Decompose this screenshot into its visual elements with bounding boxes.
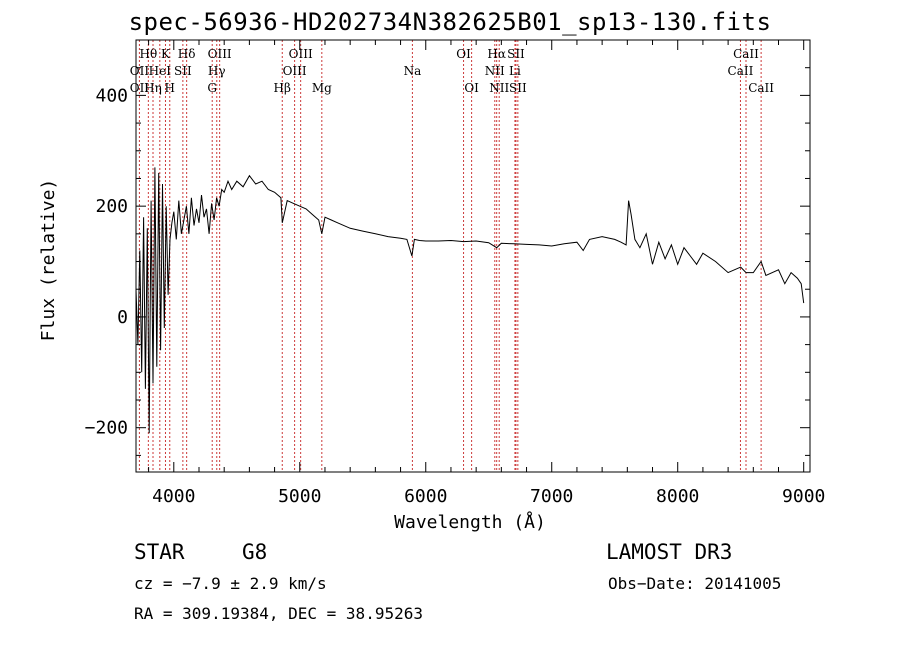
plot-frame — [135, 39, 811, 473]
x-tick-label-1: 5000 — [278, 486, 321, 507]
y-axis-label: Flux (relative) — [38, 179, 59, 342]
line-label-row1-6: Hα — [487, 47, 506, 61]
line-label-row1-2: Hδ — [178, 47, 196, 61]
line-label-row2-1: HeI — [149, 64, 172, 78]
x-tick-label-3: 7000 — [530, 486, 573, 507]
line-label-row3-5: Mg — [312, 81, 332, 95]
line-label-row1-3: OIII — [208, 47, 232, 61]
line-label-row3-3: G — [207, 81, 217, 95]
object-subclass: G8 — [242, 540, 268, 564]
line-label-row1-1: K — [161, 47, 171, 61]
line-label-row1-8: CaII — [733, 47, 759, 61]
line-label-row2-0: OII — [130, 64, 150, 78]
x-tick-label-4: 8000 — [656, 486, 699, 507]
redshift-value: cz = −7.9 ± 2.9 km/s — [134, 574, 327, 593]
line-label-row3-2: H — [165, 81, 175, 95]
line-label-row2-4: OIII — [283, 64, 307, 78]
spectrum-line — [135, 167, 805, 434]
object-class: STAR — [134, 540, 185, 564]
line-label-row3-4: Hβ — [274, 81, 291, 95]
x-axis: 4000 5000 6000 7000 8000 9000 — [148, 40, 825, 507]
line-label-row1-7: SII — [507, 47, 525, 61]
observation-date: Obs−Date: 20141005 — [608, 574, 782, 593]
chart-title: spec-56936-HD202734N382625B01_sp13-130.f… — [128, 8, 772, 36]
line-markers — [138, 40, 762, 472]
survey-name: LAMOST DR3 — [606, 540, 733, 564]
x-tick-label-0: 4000 — [152, 486, 195, 507]
y-tick-label-2: 200 — [95, 196, 128, 217]
y-tick-label-1: 0 — [117, 307, 128, 328]
line-label-row3-1: Hη — [144, 81, 162, 95]
y-axis: −200 0 200 400 — [85, 39, 810, 456]
x-tick-label-5: 9000 — [782, 486, 825, 507]
line-label-row3-8: SII — [509, 81, 527, 95]
line-label-row3-9: CaII — [748, 81, 774, 95]
line-label-row2-2: SII — [174, 64, 192, 78]
line-label-row2-5: Na — [404, 64, 422, 78]
coordinates: RA = 309.19384, DEC = 38.95263 — [134, 604, 423, 623]
y-tick-label-3: 400 — [95, 85, 128, 106]
y-tick-label-0: −200 — [85, 418, 128, 439]
x-axis-label: Wavelength (Å) — [394, 511, 546, 533]
line-label-row3-0: OII — [130, 81, 150, 95]
line-label-row1-4: OIII — [289, 47, 313, 61]
x-tick-label-2: 6000 — [404, 486, 447, 507]
line-label-row2-6: NII — [485, 64, 505, 78]
line-label-row3-7: NII — [489, 81, 509, 95]
line-label-row3-6: OI — [464, 81, 479, 95]
line-label-row2-3: Hγ — [208, 64, 226, 78]
line-label-row1-5: OI — [456, 47, 471, 61]
line-label-row1-0: Hθ — [139, 47, 157, 61]
line-label-row2-8: CaII — [728, 64, 754, 78]
line-label-row2-7: Li — [509, 64, 521, 78]
